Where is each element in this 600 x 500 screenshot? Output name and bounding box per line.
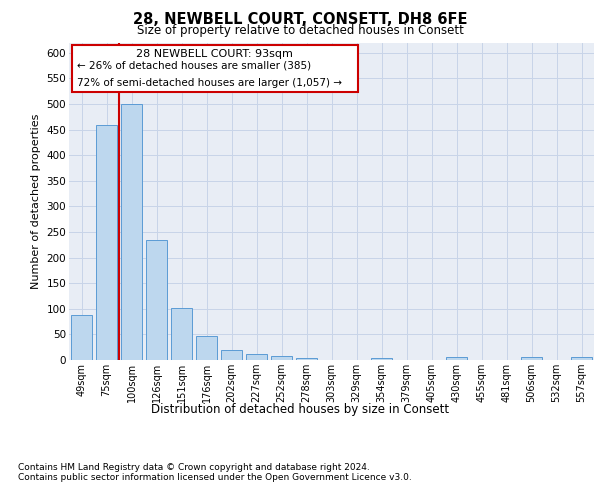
Bar [521, 358, 542, 360]
Text: ← 26% of detached houses are smaller (385): ← 26% of detached houses are smaller (38… [77, 61, 311, 71]
Text: 72% of semi-detached houses are larger (1,057) →: 72% of semi-detached houses are larger (… [77, 78, 342, 88]
Bar [371, 358, 392, 360]
Bar [296, 358, 317, 360]
Text: Contains HM Land Registry data © Crown copyright and database right 2024.: Contains HM Land Registry data © Crown c… [18, 462, 370, 471]
Bar [221, 350, 242, 360]
Bar [121, 104, 142, 360]
Y-axis label: Number of detached properties: Number of detached properties [31, 114, 41, 289]
Text: Contains public sector information licensed under the Open Government Licence v3: Contains public sector information licen… [18, 472, 412, 482]
Bar [146, 240, 167, 360]
Bar [171, 308, 192, 360]
Bar [246, 354, 267, 360]
Text: 28, NEWBELL COURT, CONSETT, DH8 6FE: 28, NEWBELL COURT, CONSETT, DH8 6FE [133, 12, 467, 28]
Text: 28 NEWBELL COURT: 93sqm: 28 NEWBELL COURT: 93sqm [136, 48, 293, 58]
Text: Distribution of detached houses by size in Consett: Distribution of detached houses by size … [151, 402, 449, 415]
Text: Size of property relative to detached houses in Consett: Size of property relative to detached ho… [137, 24, 463, 37]
Bar [446, 358, 467, 360]
Bar [196, 336, 217, 360]
Bar [71, 315, 92, 360]
Bar [271, 356, 292, 360]
Bar [96, 126, 117, 360]
Bar [571, 358, 592, 360]
FancyBboxPatch shape [71, 44, 358, 92]
